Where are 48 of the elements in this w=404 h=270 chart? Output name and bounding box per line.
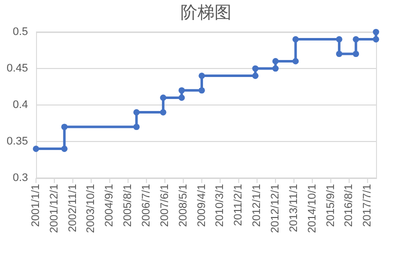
point [178,87,185,94]
point [292,58,299,64]
x-tick-label: 2013/11/1 [288,184,300,232]
y-tick-label: 0.35 [6,136,28,148]
point [133,124,140,130]
x-tick-label: 2017/7/1 [362,184,374,227]
point [272,58,279,64]
point [272,65,279,72]
y-tick-label: 0.5 [12,26,28,38]
point [336,36,342,42]
x-tick-label: 2007/6/1 [158,184,171,227]
point [292,36,299,42]
point [178,94,185,101]
x-tick-label: 2012/12/1 [270,184,282,233]
point [252,72,259,79]
point [372,28,380,36]
point [336,50,342,58]
x-tick-label: 2005/8/1 [122,184,134,227]
x-tick-label: 2014/10/1 [306,184,318,233]
point [198,87,205,94]
point [32,146,40,152]
x-tick-label: 2009/4/1 [196,184,208,227]
x-tick-label: 2015/9/1 [324,184,337,227]
x-tick-label: 2010/3/1 [214,184,226,227]
x-tick-label: 2004/9/1 [104,184,116,227]
y-tick-label: 0.4 [12,99,28,111]
x-tick-label: 2012/1/1 [251,184,264,227]
point [352,36,360,42]
y-tick-label: 0.3 [12,172,28,184]
x-tick-label: 2001/1/1 [30,184,42,227]
y-tick-label: 0.45 [6,62,28,74]
point [252,65,259,72]
x-tick-label: 2006/7/1 [140,184,152,227]
point [198,72,205,79]
point [352,50,360,58]
point [61,124,68,130]
chart-title: 阶梯图 [180,3,232,22]
x-tick-label: 2008/5/1 [177,184,190,227]
x-tick-label: 2002/11/1 [66,184,79,232]
point [61,146,68,152]
point [160,109,166,116]
point [160,94,166,101]
x-tick-label: 2016/8/1 [343,184,356,227]
point [372,36,380,42]
x-tick-label: 2011/2/1 [232,184,245,226]
x-tick-label: 2003/10/1 [85,184,98,233]
x-tick-label: 2001/12/1 [48,184,60,233]
point [133,109,140,116]
